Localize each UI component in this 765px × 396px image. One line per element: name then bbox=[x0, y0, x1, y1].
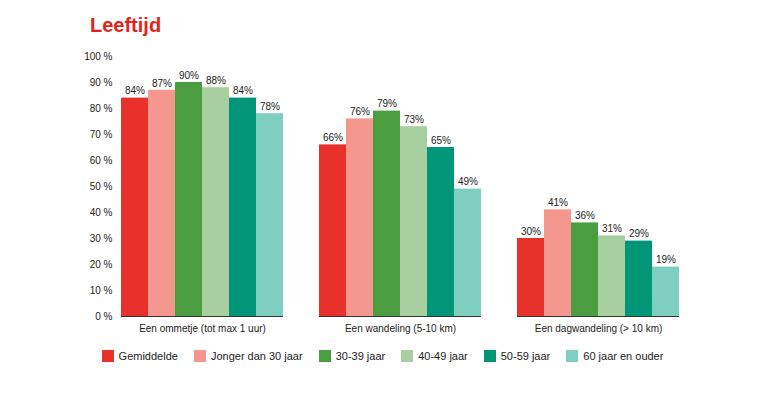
svg-text:66%: 66% bbox=[323, 132, 343, 143]
svg-text:84%: 84% bbox=[233, 85, 253, 96]
svg-text:20 %: 20 % bbox=[90, 259, 113, 270]
svg-text:31%: 31% bbox=[602, 223, 622, 234]
html-text:30-39 jaar: 30-39 jaar bbox=[335, 350, 386, 362]
svg-text:84%: 84% bbox=[125, 85, 145, 96]
html-text:60 jaar en ouder: 60 jaar en ouder bbox=[583, 350, 664, 362]
html-text:Jonger dan 30 jaar: Jonger dan 30 jaar bbox=[210, 350, 303, 362]
svg-text:87%: 87% bbox=[152, 78, 172, 89]
html-text:Gemiddelde: Gemiddelde bbox=[118, 350, 178, 362]
svg-text:80 %: 80 % bbox=[90, 103, 113, 114]
svg-text:65%: 65% bbox=[431, 135, 451, 146]
svg-text:30%: 30% bbox=[521, 226, 541, 237]
svg-text:Een wandeling (5-10 km): Een wandeling (5-10 km) bbox=[345, 323, 456, 334]
svg-text:90 %: 90 % bbox=[90, 77, 113, 88]
svg-text:40 %: 40 % bbox=[90, 207, 113, 218]
svg-text:90%: 90% bbox=[179, 70, 199, 81]
svg-text:Een ommetje (tot max 1 uur): Een ommetje (tot max 1 uur) bbox=[139, 323, 266, 334]
svg-text:76%: 76% bbox=[350, 106, 370, 117]
svg-text:49%: 49% bbox=[458, 176, 478, 187]
svg-text:36%: 36% bbox=[575, 210, 595, 221]
svg-text:60 %: 60 % bbox=[90, 155, 113, 166]
svg-text:Een dagwandeling (> 10 km): Een dagwandeling (> 10 km) bbox=[535, 323, 663, 334]
svg-text:30 %: 30 % bbox=[90, 233, 113, 244]
svg-text:73%: 73% bbox=[404, 114, 424, 125]
svg-text:100 %: 100 % bbox=[84, 51, 112, 62]
html-text:Leeftijd: Leeftijd bbox=[90, 14, 162, 36]
svg-text:50 %: 50 % bbox=[90, 181, 113, 192]
svg-text:79%: 79% bbox=[377, 98, 397, 109]
svg-text:70 %: 70 % bbox=[90, 129, 113, 140]
html-text:40-49 jaar: 40-49 jaar bbox=[418, 350, 468, 362]
svg-text:29%: 29% bbox=[629, 228, 649, 239]
svg-text:88%: 88% bbox=[206, 75, 226, 86]
svg-text:19%: 19% bbox=[656, 254, 676, 265]
svg-text:10 %: 10 % bbox=[90, 285, 113, 296]
html-text:50-59 jaar: 50-59 jaar bbox=[500, 350, 551, 362]
svg-text:78%: 78% bbox=[260, 101, 280, 112]
svg-text:0 %: 0 % bbox=[95, 311, 112, 322]
svg-text:41%: 41% bbox=[548, 197, 568, 208]
